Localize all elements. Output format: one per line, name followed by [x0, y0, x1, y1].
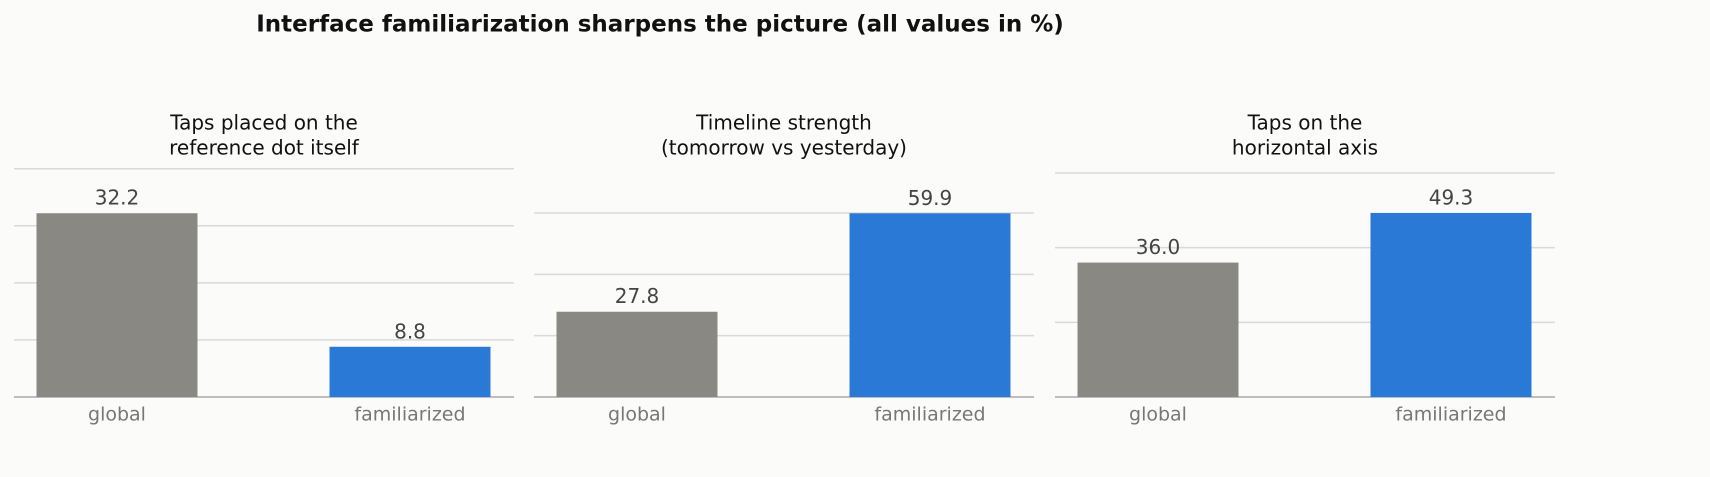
panel-title: horizontal axis [1232, 136, 1378, 160]
value-label: 8.8 [394, 319, 426, 343]
bar [556, 311, 718, 397]
bar [36, 213, 198, 397]
x-tick-label: global [608, 404, 666, 426]
panel-title: Timeline strength [695, 111, 872, 135]
panel-title: reference dot itself [169, 136, 360, 160]
value-label: 49.3 [1429, 185, 1474, 209]
x-tick-label: familiarized [874, 404, 985, 426]
panel-title: Taps on the [1247, 111, 1363, 135]
panel-title: Taps placed on the [169, 111, 358, 135]
bar [1077, 262, 1239, 397]
x-tick-label: familiarized [1395, 404, 1506, 426]
panel-title: (tomorrow vs yesterday) [661, 136, 907, 160]
bar [849, 213, 1011, 397]
value-label: 59.9 [908, 186, 953, 210]
bar [329, 346, 491, 397]
x-tick-label: familiarized [354, 404, 465, 426]
value-label: 27.8 [615, 284, 660, 308]
value-label: 32.2 [95, 186, 140, 210]
bar [1370, 212, 1532, 397]
x-tick-label: global [1129, 404, 1187, 426]
value-label: 36.0 [1136, 235, 1181, 259]
x-tick-label: global [88, 404, 146, 426]
page-title: Interface familiarization sharpens the p… [256, 12, 1064, 38]
